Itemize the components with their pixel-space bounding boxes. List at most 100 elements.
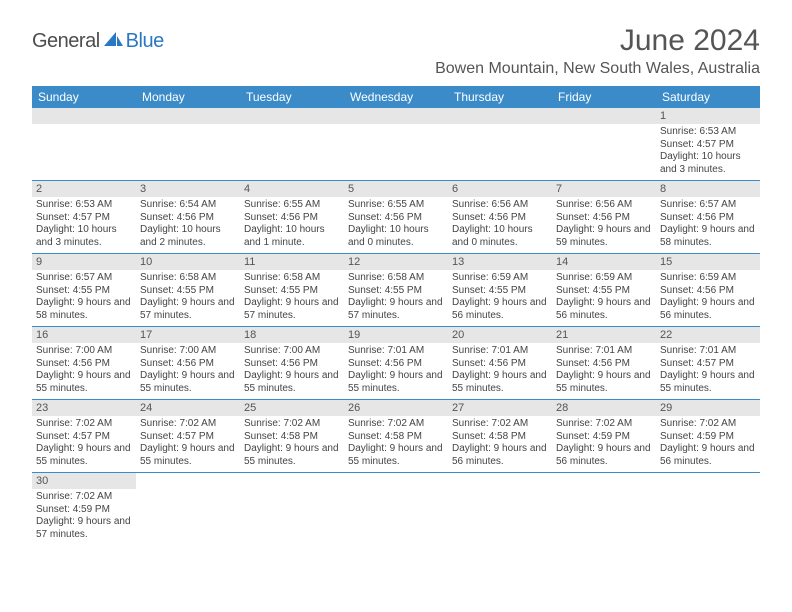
day-body: Sunrise: 6:53 AMSunset: 4:57 PMDaylight:…	[32, 197, 136, 253]
day-cell: 2Sunrise: 6:53 AMSunset: 4:57 PMDaylight…	[32, 181, 136, 253]
daylight-line: Daylight: 9 hours and 57 minutes.	[244, 297, 340, 322]
day-body: Sunrise: 7:00 AMSunset: 4:56 PMDaylight:…	[136, 343, 240, 399]
day-cell	[448, 473, 552, 545]
day-body: Sunrise: 7:02 AMSunset: 4:59 PMDaylight:…	[552, 416, 656, 472]
sunrise-line: Sunrise: 6:57 AM	[660, 199, 756, 212]
day-number: 2	[32, 181, 136, 197]
daylight-line: Daylight: 9 hours and 55 minutes.	[140, 370, 236, 395]
day-body: Sunrise: 6:56 AMSunset: 4:56 PMDaylight:…	[552, 197, 656, 253]
day-number: 8	[656, 181, 760, 197]
sunset-line: Sunset: 4:59 PM	[36, 504, 132, 517]
daylight-line: Daylight: 9 hours and 55 minutes.	[36, 370, 132, 395]
day-number: 23	[32, 400, 136, 416]
day-cell	[136, 108, 240, 180]
day-number: 22	[656, 327, 760, 343]
sunset-line: Sunset: 4:56 PM	[452, 212, 548, 225]
day-cell: 16Sunrise: 7:00 AMSunset: 4:56 PMDayligh…	[32, 327, 136, 399]
day-cell: 26Sunrise: 7:02 AMSunset: 4:58 PMDayligh…	[344, 400, 448, 472]
day-cell	[656, 473, 760, 545]
day-cell	[32, 108, 136, 180]
sunrise-line: Sunrise: 6:59 AM	[452, 272, 548, 285]
daylight-line: Daylight: 9 hours and 56 minutes.	[660, 297, 756, 322]
day-cell: 28Sunrise: 7:02 AMSunset: 4:59 PMDayligh…	[552, 400, 656, 472]
calendar-grid: SundayMondayTuesdayWednesdayThursdayFrid…	[32, 86, 760, 545]
day-cell: 11Sunrise: 6:58 AMSunset: 4:55 PMDayligh…	[240, 254, 344, 326]
week-row: 30Sunrise: 7:02 AMSunset: 4:59 PMDayligh…	[32, 473, 760, 545]
day-number: 7	[552, 181, 656, 197]
day-body: Sunrise: 6:59 AMSunset: 4:56 PMDaylight:…	[656, 270, 760, 326]
daylight-line: Daylight: 10 hours and 2 minutes.	[140, 224, 236, 249]
day-cell: 8Sunrise: 6:57 AMSunset: 4:56 PMDaylight…	[656, 181, 760, 253]
day-cell: 9Sunrise: 6:57 AMSunset: 4:55 PMDaylight…	[32, 254, 136, 326]
sunset-line: Sunset: 4:55 PM	[140, 285, 236, 298]
sunset-line: Sunset: 4:56 PM	[140, 358, 236, 371]
title-block: June 2024 Bowen Mountain, New South Wale…	[435, 24, 760, 78]
sunrise-line: Sunrise: 6:58 AM	[244, 272, 340, 285]
sunset-line: Sunset: 4:55 PM	[556, 285, 652, 298]
logo-text-blue: Blue	[126, 30, 164, 53]
sunset-line: Sunset: 4:56 PM	[348, 212, 444, 225]
sunrise-line: Sunrise: 6:59 AM	[660, 272, 756, 285]
day-number: 6	[448, 181, 552, 197]
daylight-line: Daylight: 9 hours and 56 minutes.	[452, 297, 548, 322]
week-row: 1Sunrise: 6:53 AMSunset: 4:57 PMDaylight…	[32, 108, 760, 181]
sunrise-line: Sunrise: 7:02 AM	[348, 418, 444, 431]
sunrise-line: Sunrise: 7:02 AM	[36, 418, 132, 431]
sunset-line: Sunset: 4:56 PM	[660, 285, 756, 298]
daylight-line: Daylight: 9 hours and 55 minutes.	[452, 370, 548, 395]
daylight-line: Daylight: 10 hours and 3 minutes.	[36, 224, 132, 249]
daylight-line: Daylight: 9 hours and 56 minutes.	[556, 443, 652, 468]
sunrise-line: Sunrise: 7:00 AM	[140, 345, 236, 358]
day-number: 13	[448, 254, 552, 270]
day-cell: 4Sunrise: 6:55 AMSunset: 4:56 PMDaylight…	[240, 181, 344, 253]
day-cell: 25Sunrise: 7:02 AMSunset: 4:58 PMDayligh…	[240, 400, 344, 472]
day-cell: 12Sunrise: 6:58 AMSunset: 4:55 PMDayligh…	[344, 254, 448, 326]
daylight-line: Daylight: 10 hours and 0 minutes.	[348, 224, 444, 249]
sunset-line: Sunset: 4:57 PM	[36, 431, 132, 444]
day-body: Sunrise: 7:01 AMSunset: 4:56 PMDaylight:…	[344, 343, 448, 399]
day-number: 11	[240, 254, 344, 270]
logo-text-general: General	[32, 30, 100, 53]
daylight-line: Daylight: 9 hours and 55 minutes.	[556, 370, 652, 395]
day-body: Sunrise: 7:01 AMSunset: 4:57 PMDaylight:…	[656, 343, 760, 399]
day-body: Sunrise: 7:02 AMSunset: 4:59 PMDaylight:…	[32, 489, 136, 545]
day-body: Sunrise: 6:53 AMSunset: 4:57 PMDaylight:…	[656, 124, 760, 180]
day-cell: 17Sunrise: 7:00 AMSunset: 4:56 PMDayligh…	[136, 327, 240, 399]
day-number: 12	[344, 254, 448, 270]
dow-cell: Sunday	[32, 86, 136, 108]
day-body: Sunrise: 6:58 AMSunset: 4:55 PMDaylight:…	[344, 270, 448, 326]
day-cell: 5Sunrise: 6:55 AMSunset: 4:56 PMDaylight…	[344, 181, 448, 253]
daylight-line: Daylight: 9 hours and 55 minutes.	[348, 370, 444, 395]
day-cell: 3Sunrise: 6:54 AMSunset: 4:56 PMDaylight…	[136, 181, 240, 253]
sunset-line: Sunset: 4:59 PM	[556, 431, 652, 444]
daylight-line: Daylight: 9 hours and 57 minutes.	[36, 516, 132, 541]
day-cell: 29Sunrise: 7:02 AMSunset: 4:59 PMDayligh…	[656, 400, 760, 472]
sunset-line: Sunset: 4:57 PM	[660, 139, 756, 152]
day-number: 9	[32, 254, 136, 270]
week-row: 9Sunrise: 6:57 AMSunset: 4:55 PMDaylight…	[32, 254, 760, 327]
daylight-line: Daylight: 9 hours and 57 minutes.	[140, 297, 236, 322]
week-row: 23Sunrise: 7:02 AMSunset: 4:57 PMDayligh…	[32, 400, 760, 473]
days-of-week-row: SundayMondayTuesdayWednesdayThursdayFrid…	[32, 86, 760, 108]
sunrise-line: Sunrise: 7:01 AM	[348, 345, 444, 358]
dow-cell: Wednesday	[344, 86, 448, 108]
day-cell: 30Sunrise: 7:02 AMSunset: 4:59 PMDayligh…	[32, 473, 136, 545]
day-body: Sunrise: 6:57 AMSunset: 4:55 PMDaylight:…	[32, 270, 136, 326]
day-body: Sunrise: 7:02 AMSunset: 4:58 PMDaylight:…	[448, 416, 552, 472]
day-number	[32, 108, 136, 124]
daylight-line: Daylight: 10 hours and 1 minute.	[244, 224, 340, 249]
day-body: Sunrise: 6:57 AMSunset: 4:56 PMDaylight:…	[656, 197, 760, 253]
sunrise-line: Sunrise: 7:01 AM	[660, 345, 756, 358]
daylight-line: Daylight: 9 hours and 55 minutes.	[348, 443, 444, 468]
sunset-line: Sunset: 4:56 PM	[348, 358, 444, 371]
sunrise-line: Sunrise: 7:02 AM	[244, 418, 340, 431]
week-row: 16Sunrise: 7:00 AMSunset: 4:56 PMDayligh…	[32, 327, 760, 400]
sunset-line: Sunset: 4:57 PM	[36, 212, 132, 225]
day-number: 14	[552, 254, 656, 270]
logo-sail-icon	[102, 30, 124, 53]
day-number: 27	[448, 400, 552, 416]
sunrise-line: Sunrise: 7:00 AM	[36, 345, 132, 358]
daylight-line: Daylight: 9 hours and 55 minutes.	[36, 443, 132, 468]
week-row: 2Sunrise: 6:53 AMSunset: 4:57 PMDaylight…	[32, 181, 760, 254]
sunrise-line: Sunrise: 7:02 AM	[452, 418, 548, 431]
